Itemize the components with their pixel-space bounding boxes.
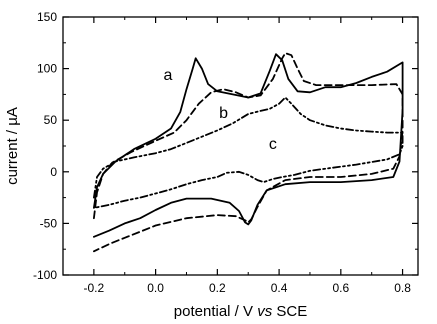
series-line-a bbox=[93, 53, 404, 238]
y-axis-title: current / µA bbox=[4, 107, 21, 185]
axes-layer: -0.2 0.0 0.2 0.4 0.6 0.8 -100 -50 0 50 100 150 bbox=[33, 10, 418, 295]
x-tick-label: 0.8 bbox=[394, 281, 411, 295]
x-tick-label: 0.2 bbox=[209, 281, 226, 295]
series-line-c bbox=[93, 96, 404, 209]
y-tick-label: 100 bbox=[37, 62, 57, 76]
x-axis-title-italic: vs bbox=[257, 303, 273, 320]
y-tick-label: 0 bbox=[50, 165, 57, 179]
plot-frame bbox=[62, 16, 419, 276]
curve-label-b: b bbox=[219, 105, 228, 122]
x-axis-title-part: SCE bbox=[272, 303, 307, 320]
x-axis-title-part: potential / V bbox=[174, 303, 257, 320]
curve-label-c: c bbox=[269, 136, 277, 153]
x-tick-label: 0.0 bbox=[147, 281, 164, 295]
curve-label-a: a bbox=[164, 67, 173, 84]
y-tick-label: -100 bbox=[33, 268, 57, 282]
x-tick-label: 0.4 bbox=[271, 281, 288, 295]
series-layer bbox=[93, 52, 404, 253]
y-tick-label: 50 bbox=[44, 113, 58, 127]
y-tick-label: -50 bbox=[40, 216, 58, 230]
y-tick-label: 150 bbox=[37, 10, 57, 24]
series-line-b bbox=[93, 52, 404, 253]
x-axis-title: potential / V vs SCE bbox=[174, 303, 307, 320]
x-tick-label: -0.2 bbox=[84, 281, 105, 295]
curve-labels: a b c bbox=[164, 67, 277, 153]
x-tick-label: 0.6 bbox=[332, 281, 349, 295]
